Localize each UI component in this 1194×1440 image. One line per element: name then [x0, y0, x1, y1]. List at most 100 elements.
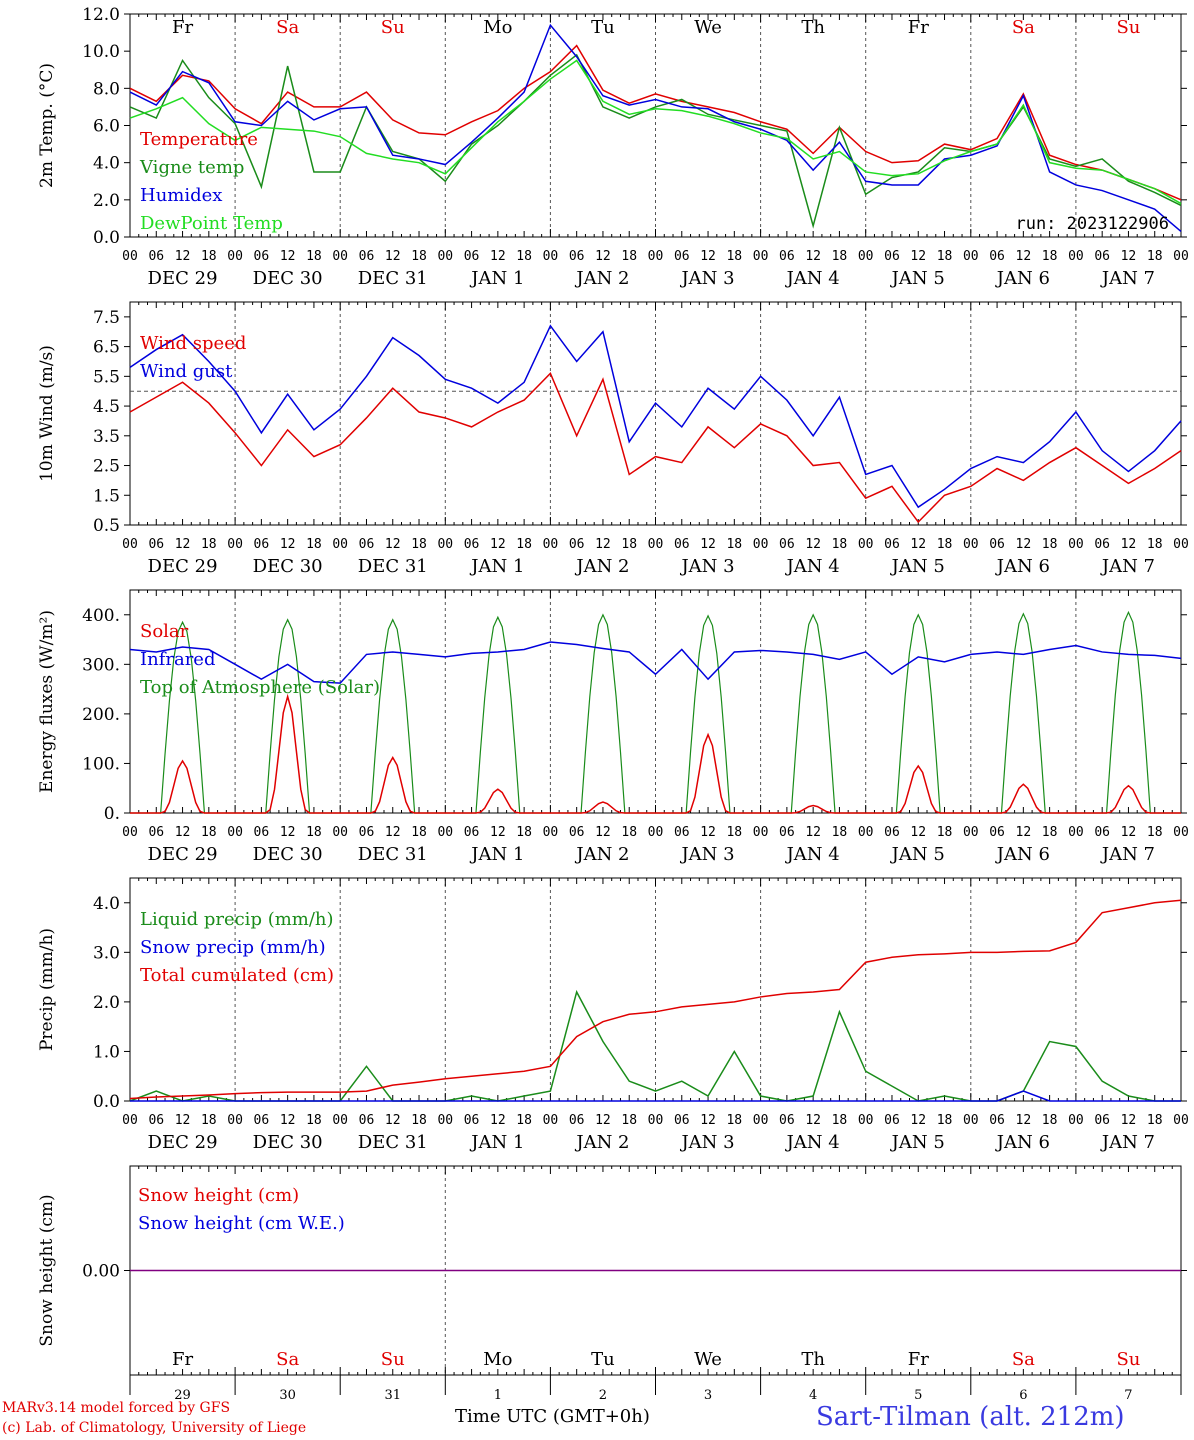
- hour-tick-label: 18: [306, 1113, 322, 1128]
- hour-tick-label: 00: [753, 825, 769, 840]
- hour-tick-label: 18: [201, 825, 217, 840]
- hour-tick-label: 00: [753, 1113, 769, 1128]
- hour-tick-label: 00: [1068, 537, 1084, 552]
- hour-tick-label: 06: [148, 1113, 164, 1128]
- legend-entry: Snow precip (mm/h): [140, 937, 326, 958]
- series-line: [129, 899, 1182, 1100]
- series-line: [129, 324, 1182, 509]
- hour-tick-label: 18: [937, 825, 953, 840]
- hour-tick-label: 06: [779, 825, 795, 840]
- weekday-label: Sa: [276, 17, 299, 38]
- date-label: JAN 3: [679, 844, 734, 865]
- hour-tick-label: 00: [1173, 1113, 1189, 1128]
- hour-tick-label: 12: [280, 537, 296, 552]
- date-label: JAN 7: [1100, 844, 1155, 865]
- hour-tick-label: 18: [201, 1113, 217, 1128]
- date-label: JAN 6: [995, 844, 1050, 865]
- weekday-label: Th: [801, 1349, 825, 1370]
- hour-tick-label: 06: [254, 537, 270, 552]
- hour-tick-label: 12: [280, 249, 296, 264]
- date-label: JAN 4: [785, 1132, 840, 1153]
- weekday-label: Sa: [1012, 17, 1035, 38]
- hour-tick-label: 12: [700, 1113, 716, 1128]
- hour-tick-label: 18: [306, 249, 322, 264]
- hour-tick-label: 06: [989, 825, 1005, 840]
- date-label: JAN 6: [995, 268, 1050, 289]
- hour-tick-label: 06: [148, 537, 164, 552]
- y-tick-label: 4.0: [93, 894, 120, 914]
- date-label: JAN 1: [469, 556, 524, 577]
- y-tick-label: 6.0: [93, 117, 120, 137]
- y-tick-label: 0.00: [82, 1262, 120, 1282]
- hour-tick-label: 18: [411, 249, 427, 264]
- day-number-label: 7: [1124, 1388, 1132, 1403]
- hour-tick-label: 00: [1173, 249, 1189, 264]
- hour-tick-label: 00: [858, 249, 874, 264]
- series-line: [129, 23, 1182, 232]
- hour-tick-label: 06: [569, 1113, 585, 1128]
- hour-tick-label: 12: [175, 249, 191, 264]
- day-number-label: 29: [174, 1388, 191, 1403]
- weekday-label: We: [694, 17, 722, 38]
- hour-tick-label: 18: [1042, 1113, 1058, 1128]
- hour-tick-label: 18: [726, 249, 742, 264]
- hour-tick-label: 00: [227, 537, 243, 552]
- hour-tick-label: 18: [621, 1113, 637, 1128]
- hour-tick-label: 12: [490, 1113, 506, 1128]
- legend-entry: Solar: [140, 621, 189, 642]
- date-label: JAN 7: [1100, 268, 1155, 289]
- series-line: [129, 44, 1182, 201]
- date-label: JAN 1: [469, 268, 524, 289]
- date-label: JAN 2: [574, 1132, 629, 1153]
- hour-tick-label: 12: [1016, 825, 1032, 840]
- hour-tick-label: 06: [989, 249, 1005, 264]
- hour-tick-label: 00: [543, 249, 559, 264]
- date-label: JAN 3: [679, 1132, 734, 1153]
- date-label: DEC 30: [253, 844, 323, 865]
- day-number-label: 31: [384, 1388, 401, 1403]
- date-label: JAN 1: [469, 1132, 524, 1153]
- hour-tick-label: 00: [753, 537, 769, 552]
- hour-tick-label: 12: [805, 537, 821, 552]
- y-tick-label: 10.0: [82, 42, 120, 62]
- hour-tick-label: 12: [805, 825, 821, 840]
- hour-tick-label: 00: [648, 1113, 664, 1128]
- hour-tick-label: 18: [411, 825, 427, 840]
- lab-credit: (c) Lab. of Climatology, University of L…: [2, 1420, 307, 1436]
- hour-tick-label: 00: [332, 825, 348, 840]
- hour-tick-label: 18: [937, 249, 953, 264]
- y-tick-label: 6.5: [93, 338, 120, 358]
- hour-tick-label: 00: [963, 249, 979, 264]
- date-label: JAN 4: [785, 556, 840, 577]
- hour-tick-label: 06: [779, 249, 795, 264]
- hour-tick-label: 18: [516, 537, 532, 552]
- hour-tick-label: 06: [569, 537, 585, 552]
- hour-tick-label: 00: [122, 825, 138, 840]
- weekday-label: Mo: [483, 17, 512, 38]
- hour-tick-label: 06: [674, 825, 690, 840]
- hour-tick-label: 06: [1094, 1113, 1110, 1128]
- legend-entry: Wind gust: [140, 361, 233, 382]
- legend-entry: Temperature: [140, 129, 258, 150]
- legend-entry: Infrared: [140, 649, 215, 670]
- series-line: [129, 372, 1182, 524]
- hour-tick-label: 06: [884, 249, 900, 264]
- hour-tick-label: 12: [490, 249, 506, 264]
- y-tick-label: 4.0: [93, 154, 120, 174]
- date-label: JAN 6: [995, 1132, 1050, 1153]
- hour-tick-label: 12: [175, 1113, 191, 1128]
- hour-tick-label: 06: [674, 537, 690, 552]
- legend-entry: DewPoint Temp: [140, 213, 283, 234]
- y-tick-label: 2.0: [93, 993, 120, 1013]
- date-label: JAN 3: [679, 268, 734, 289]
- hour-tick-label: 00: [437, 537, 453, 552]
- hour-tick-label: 00: [122, 537, 138, 552]
- hour-tick-label: 06: [779, 1113, 795, 1128]
- hour-tick-label: 06: [1094, 249, 1110, 264]
- hour-tick-label: 12: [595, 1113, 611, 1128]
- y-tick-label: 2.0: [93, 191, 120, 211]
- hour-tick-label: 06: [359, 537, 375, 552]
- hour-tick-label: 12: [490, 825, 506, 840]
- hour-tick-label: 06: [1094, 825, 1110, 840]
- hour-tick-label: 00: [753, 249, 769, 264]
